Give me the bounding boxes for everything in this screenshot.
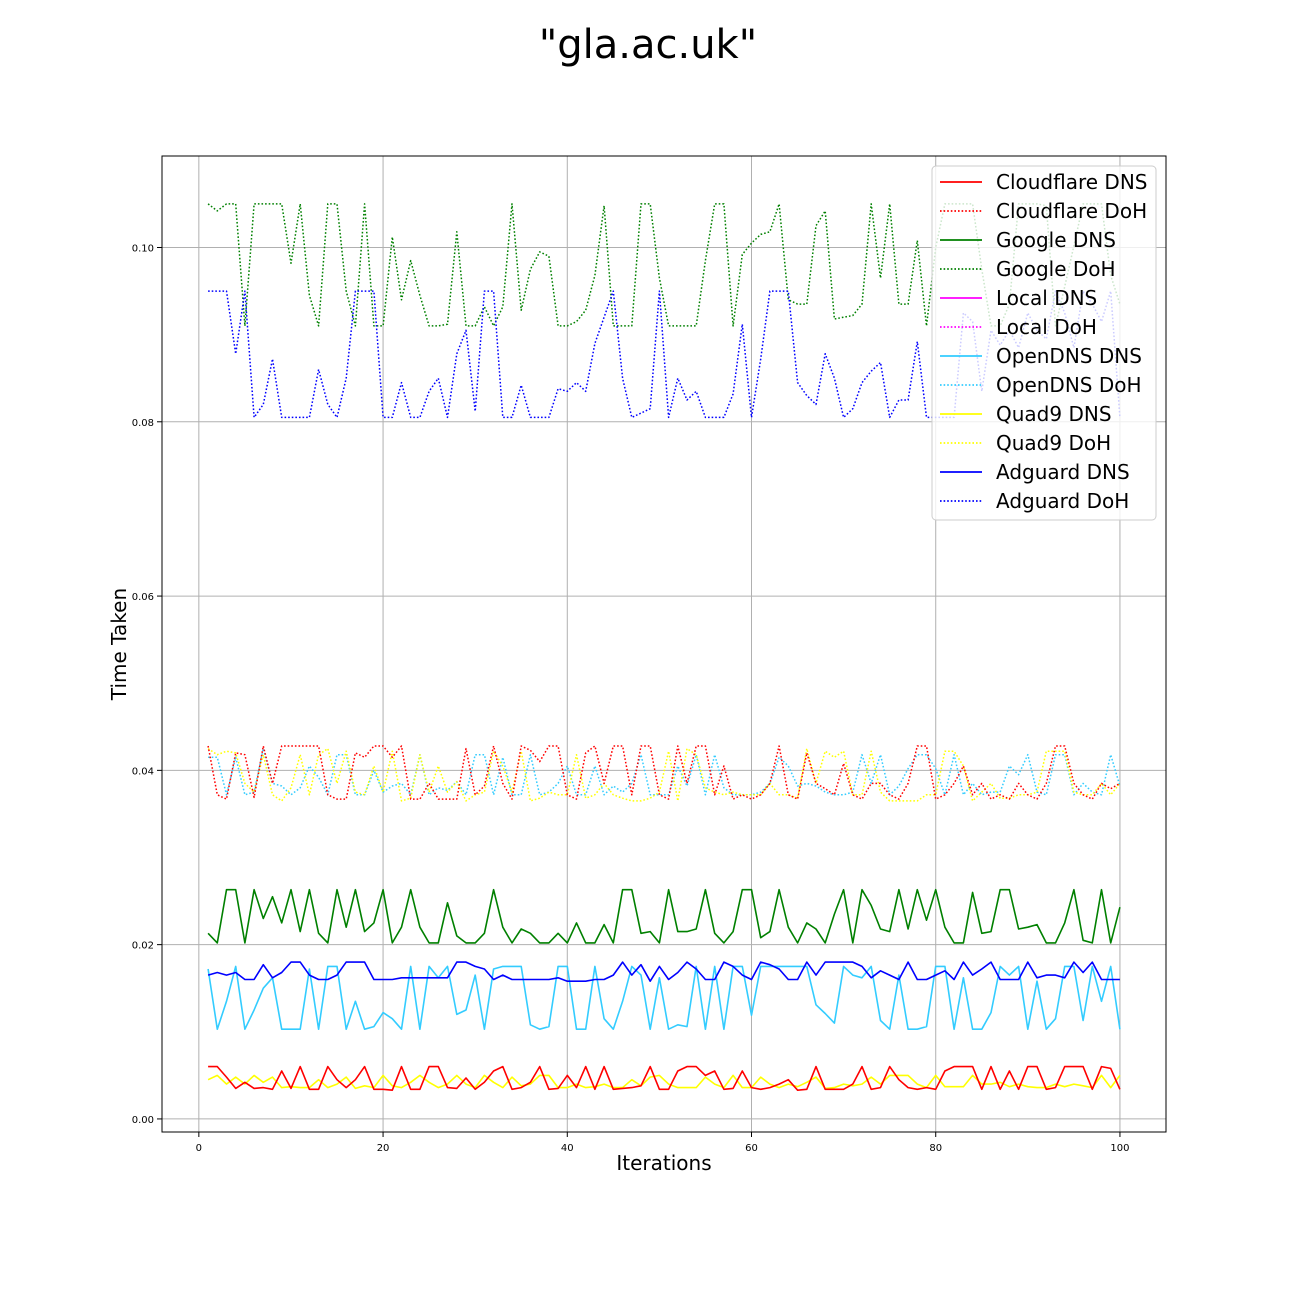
y-tick-label: 0.10 — [132, 244, 154, 255]
series-line-opendns-dns — [207, 965, 1121, 1030]
series-line-cloudflare-doh — [207, 745, 1121, 800]
x-axis-label: Iterations — [616, 1151, 711, 1175]
series-line-adguard-dns — [207, 961, 1120, 983]
legend-label-opendns-doh: OpenDNS DoH — [996, 373, 1142, 397]
plot-frame — [161, 155, 1167, 1133]
legend-label-quad9-dns: Quad9 DNS — [996, 402, 1112, 426]
legend-label-opendns-dns: OpenDNS DNS — [996, 344, 1142, 368]
legend: Cloudflare DNS Cloudflare DoH Google DNS Go… — [931, 165, 1157, 521]
x-tick-label: 60 — [745, 1143, 758, 1154]
series-line-opendns-doh — [208, 747, 1121, 796]
series-line-quad9-dns — [207, 1074, 1121, 1090]
legend-label-local-dns: Local DNS — [996, 286, 1097, 310]
x-tick-label: 100 — [1110, 1143, 1129, 1154]
legend-label-google-doh: Google DoH — [996, 257, 1116, 281]
y-tick-label: 0.06 — [132, 592, 154, 603]
y-tick-label: 0.02 — [132, 941, 154, 952]
legend-label-adguard-doh: Adguard DoH — [996, 489, 1129, 513]
legend-label-cloudflare-dns: Cloudflare DNS — [996, 170, 1147, 194]
legend-label-cloudflare-doh: Cloudflare DoH — [996, 199, 1147, 223]
legend-label-google-dns: Google DNS — [996, 228, 1116, 252]
y-tick-label: 0.04 — [132, 766, 154, 777]
y-tick-label: 0.00 — [132, 1115, 154, 1126]
x-tick-label: 40 — [561, 1143, 574, 1154]
chart-title: "gla.ac.uk" — [539, 22, 757, 68]
legend-label-local-doh: Local DoH — [996, 315, 1097, 339]
y-axis-ticks: 0.00 0.02 0.04 0.06 0.08 0.10 — [132, 244, 162, 1126]
series-line-cloudflare-dns — [208, 1065, 1121, 1091]
series-lines — [207, 203, 1121, 1091]
legend-label-adguard-dns: Adguard DNS — [996, 460, 1130, 484]
x-tick-label: 0 — [196, 1143, 202, 1154]
x-tick-label: 80 — [929, 1143, 942, 1154]
series-line-google-doh — [207, 203, 1121, 327]
series-line-google-dns — [207, 888, 1121, 944]
legend-box — [931, 165, 1157, 521]
x-tick-label: 20 — [377, 1143, 390, 1154]
series-line-quad9-doh — [207, 747, 1121, 802]
y-axis-label: Time Taken — [107, 588, 131, 701]
legend-label-quad9-doh: Quad9 DoH — [996, 431, 1111, 455]
y-tick-label: 0.08 — [132, 418, 154, 429]
x-axis-ticks: 0 20 40 60 80 100 — [196, 1132, 1129, 1154]
